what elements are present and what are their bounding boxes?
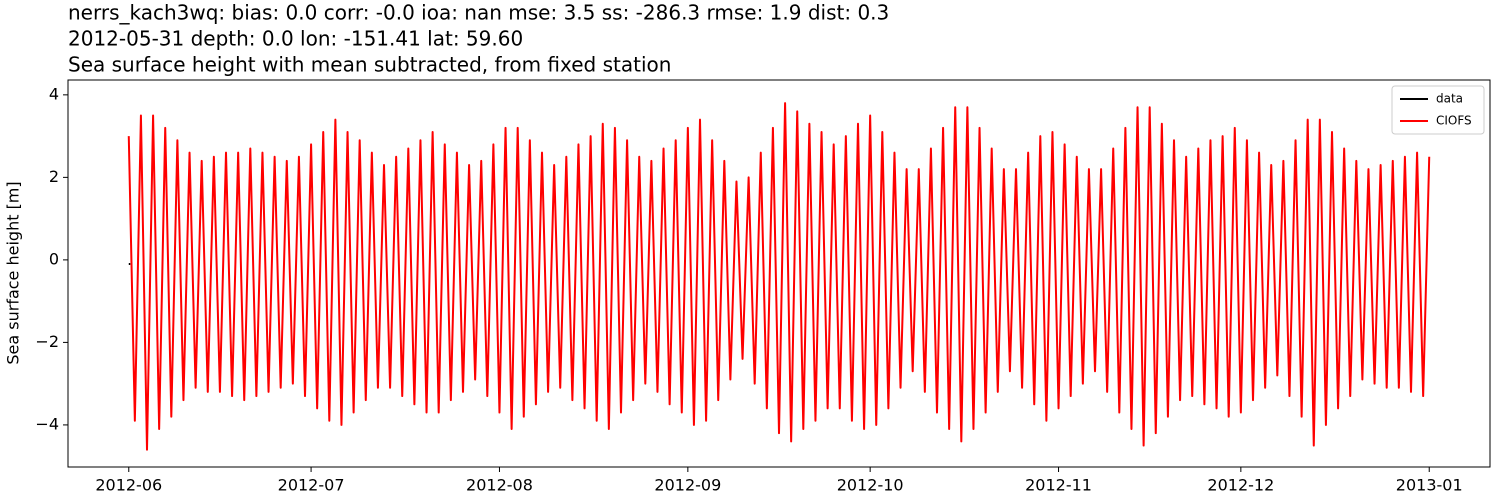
y-axis-label: Sea surface height [m] [4, 181, 23, 364]
series-line [127, 102, 1431, 451]
title-line: nerrs_kach3wq: bias: 0.0 corr: -0.0 ioa:… [68, 1, 889, 25]
title-line: Sea surface height with mean subtracted,… [68, 53, 671, 77]
title-line: 2012-05-31 depth: 0.0 lon: -151.41 lat: … [68, 27, 523, 51]
axes-frame [67, 79, 1491, 468]
x-tick-label: 2012-09 [654, 476, 721, 495]
x-tick-label: 2013-01 [1396, 476, 1463, 495]
y-tick-label: −4 [35, 414, 59, 433]
legend-label: data [1436, 92, 1463, 106]
x-tick-label: 2012-07 [278, 476, 345, 495]
y-tick-label: 2 [49, 167, 59, 186]
x-tick-label: 2012-08 [466, 476, 533, 495]
y-tick-label: −2 [35, 332, 59, 351]
plot-area [127, 102, 1431, 451]
x-tick-label: 2012-06 [95, 476, 162, 495]
legend: data CIOFS [1391, 85, 1485, 135]
y-tick-label: 0 [49, 249, 59, 268]
x-tick-label: 2012-10 [837, 476, 904, 495]
y-tick-label: 4 [49, 84, 59, 103]
legend-label: CIOFS [1436, 114, 1472, 128]
x-tick-label: 2012-12 [1207, 476, 1274, 495]
x-tick-label: 2012-11 [1025, 476, 1092, 495]
